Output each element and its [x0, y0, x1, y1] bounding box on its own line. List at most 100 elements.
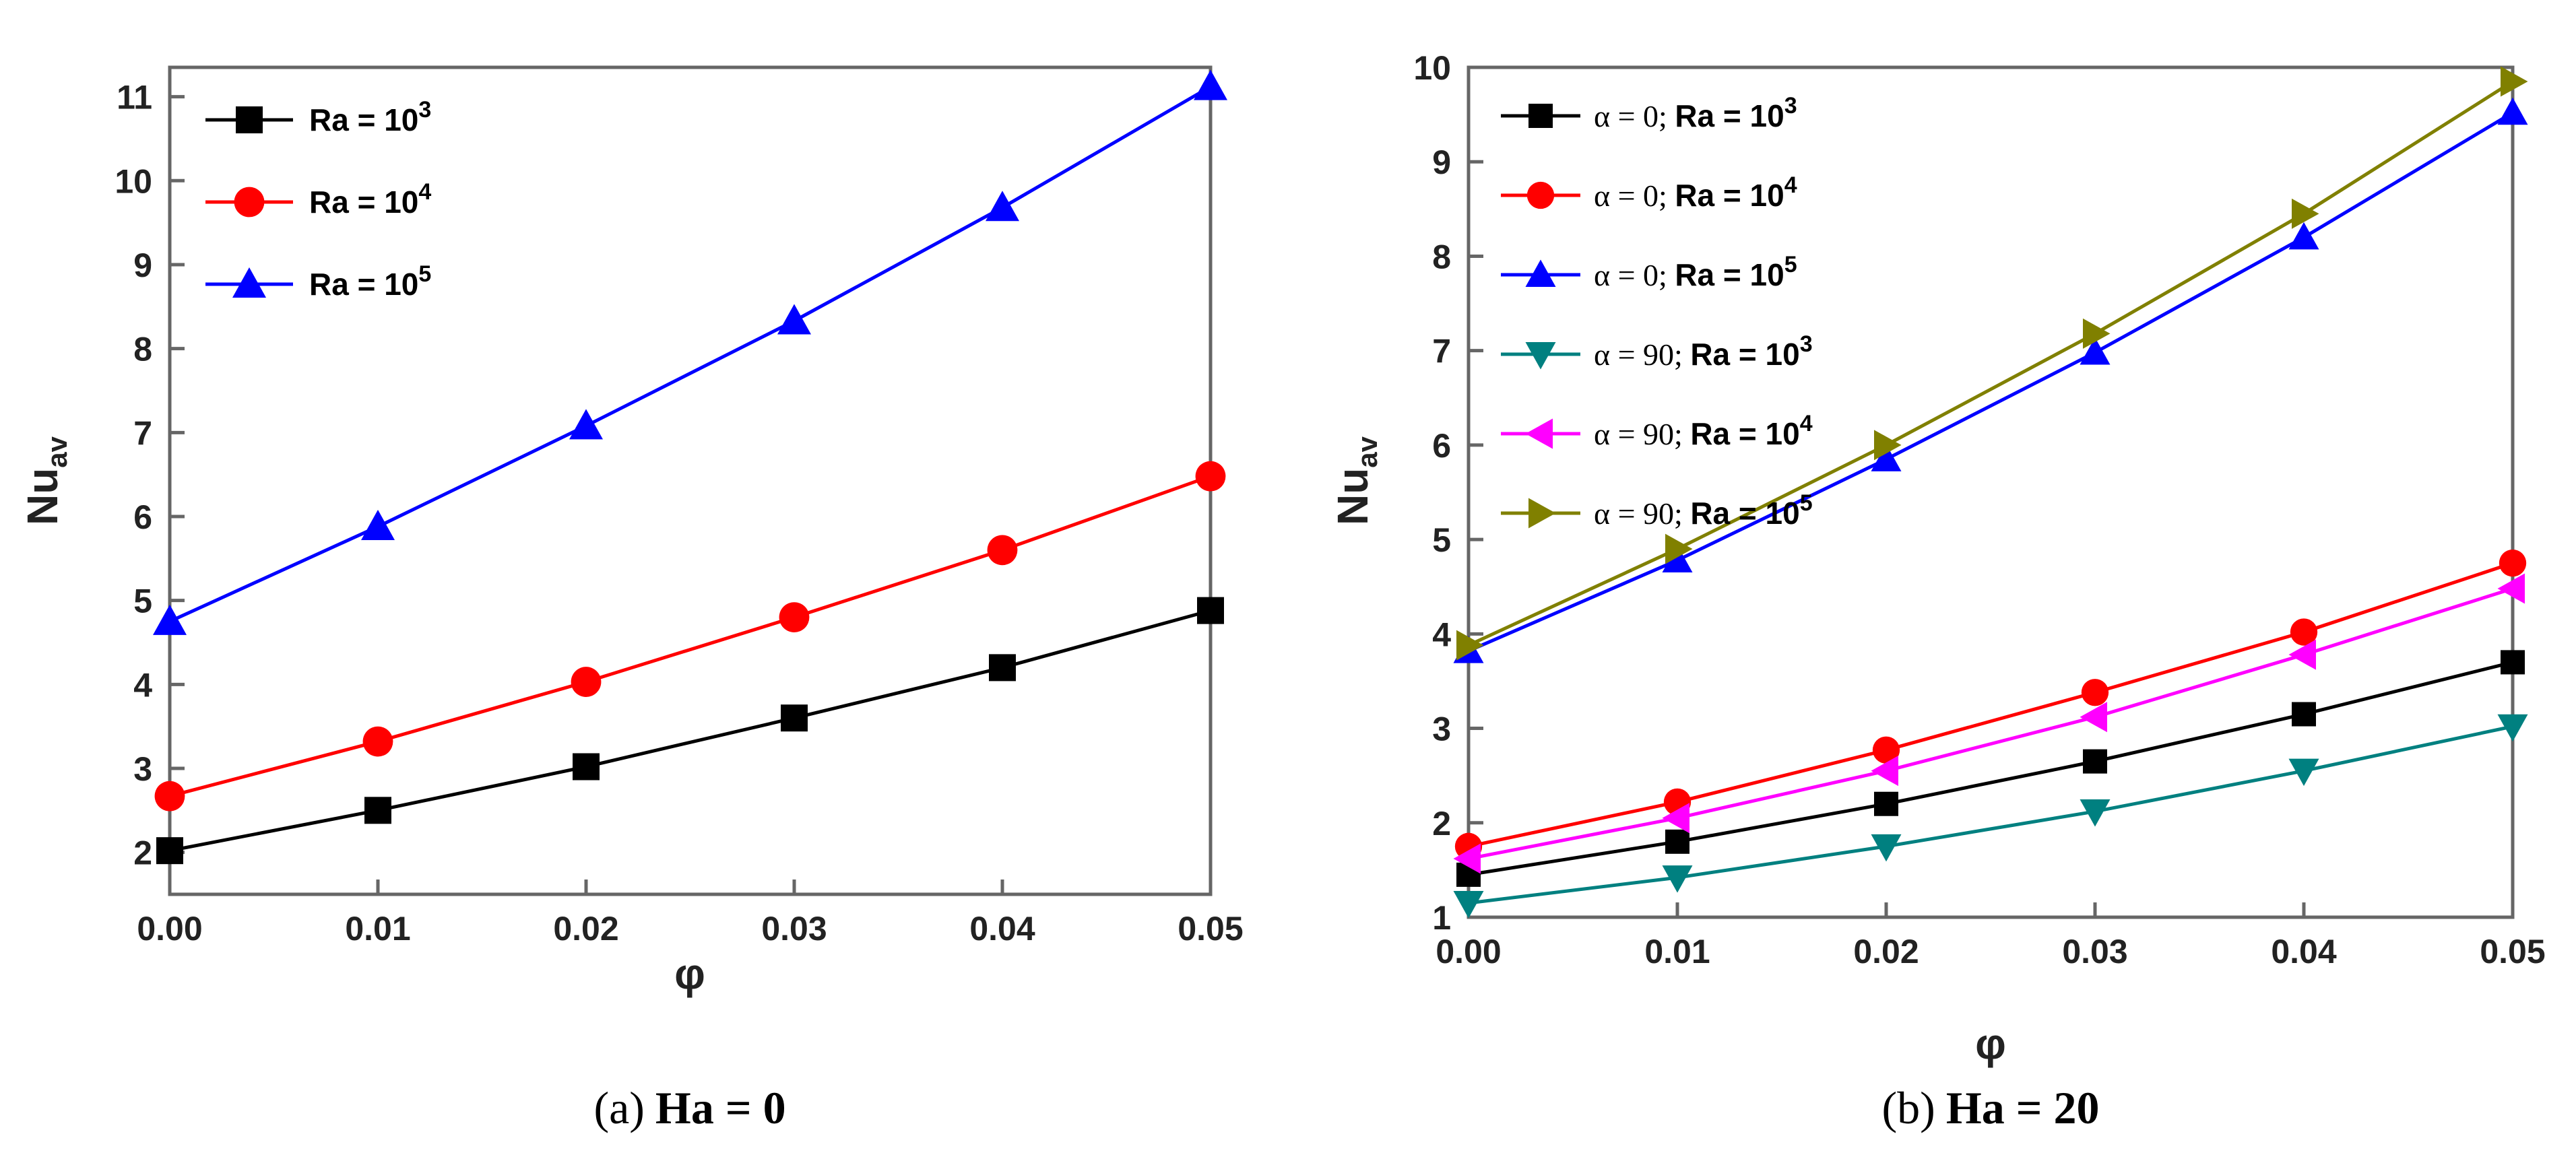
legend-exponent: 3 — [418, 97, 431, 123]
x-tick-label-b: 0.05 — [2480, 933, 2545, 970]
legend-alpha: α = 0; — [1594, 178, 1675, 213]
y-tick-label-b: 10 — [1413, 49, 1451, 87]
data-point-b-5 — [1453, 843, 1481, 874]
data-point-b-5 — [2497, 573, 2525, 604]
legend-marker — [234, 187, 265, 218]
legend-label: Ra = 104 — [309, 179, 431, 220]
legend-exponent: 5 — [1784, 252, 1797, 277]
data-point-a-2 — [779, 602, 810, 632]
legend-label: α = 0; Ra = 105 — [1594, 252, 1797, 292]
data-point-a-2 — [571, 667, 602, 697]
data-point-b-6 — [1665, 533, 1693, 564]
y-tick-label-b: 3 — [1432, 710, 1451, 748]
series-a-2 — [154, 461, 1226, 811]
legend-item-a-1: Ra = 103 — [205, 97, 431, 137]
data-point-b-6 — [1874, 430, 1902, 461]
legend-ra: Ra = 10 — [309, 185, 418, 220]
data-point-b-3 — [2080, 337, 2111, 365]
legend-exponent: 3 — [1784, 93, 1797, 119]
data-point-b-3 — [2288, 222, 2319, 250]
data-point-b-5 — [2288, 639, 2316, 670]
data-point-b-4 — [1662, 865, 1693, 893]
y-tick-label-a: 6 — [133, 498, 152, 536]
data-point-b-1 — [2501, 650, 2525, 675]
caption-a-id: (a) — [593, 1082, 644, 1133]
x-tick-label-a: 0.00 — [137, 910, 202, 948]
legend-marker — [232, 267, 266, 298]
x-tick-label-a: 0.01 — [345, 910, 410, 948]
legend-label: α = 90; Ra = 104 — [1594, 411, 1813, 451]
x-tick-label-a: 0.03 — [761, 910, 827, 948]
legend-label: Ra = 105 — [309, 261, 431, 302]
data-point-a-2 — [362, 726, 393, 757]
legend-exponent: 3 — [1800, 331, 1813, 357]
y-axis-label-b: Nuav — [1328, 436, 1383, 525]
data-point-a-3 — [153, 604, 187, 635]
data-point-a-2 — [154, 781, 185, 811]
data-point-b-3 — [2497, 97, 2528, 125]
series-line-b-1 — [1468, 660, 2513, 877]
legend-label: α = 0; Ra = 104 — [1594, 172, 1797, 213]
series-a-3 — [153, 69, 1227, 635]
x-tick-label-a: 0.02 — [553, 910, 618, 948]
data-point-b-1 — [2083, 749, 2107, 774]
series-line-b-2 — [1468, 561, 2513, 849]
y-axis-label-b-sub: av — [1351, 436, 1383, 467]
legend-item-b-4: α = 90; Ra = 103 — [1501, 331, 1813, 372]
legend-exponent: 5 — [1800, 490, 1813, 516]
legend-alpha: α = 90; — [1594, 337, 1690, 372]
y-tick-label-b: 8 — [1432, 238, 1451, 275]
series-group-b — [1453, 66, 2528, 919]
legend-marker — [1526, 181, 1555, 209]
y-axis-label-b-main: Nu — [1328, 468, 1377, 525]
legend-item-a-2: Ra = 104 — [205, 179, 431, 220]
x-axis-label-b: φ — [1975, 1020, 2006, 1068]
series-line-a-3 — [168, 85, 1212, 624]
data-point-a-3 — [986, 191, 1019, 222]
x-tick-label-b: 0.00 — [1436, 933, 1501, 970]
data-point-b-4 — [2497, 714, 2528, 742]
series-line-a-2 — [169, 474, 1211, 798]
y-tick-label-a: 9 — [133, 246, 152, 284]
data-point-a-2 — [1195, 461, 1226, 492]
legend-label: α = 90; Ra = 103 — [1594, 331, 1813, 372]
legend-exponent: 4 — [418, 179, 431, 205]
data-point-a-3 — [1194, 69, 1227, 100]
y-tick-label-b: 6 — [1432, 427, 1451, 465]
data-point-a-1 — [781, 704, 808, 732]
legend-ra: Ra = 10 — [309, 102, 418, 137]
data-point-a-3 — [569, 409, 603, 440]
series-b-1 — [1456, 650, 2525, 887]
series-group-a — [153, 69, 1227, 865]
legend-item-a-3: Ra = 105 — [205, 261, 431, 302]
y-tick-label-a: 8 — [133, 331, 152, 368]
data-point-b-2 — [1872, 736, 1900, 764]
x-tick-label-a: 0.05 — [1178, 910, 1243, 948]
legend-item-b-1: α = 0; Ra = 103 — [1501, 93, 1797, 133]
y-tick-label-a: 5 — [133, 583, 152, 620]
x-tick-label-b: 0.02 — [1853, 933, 1919, 970]
series-line-b-5 — [1468, 587, 2513, 861]
legend-ra: Ra = 10 — [1690, 337, 1799, 372]
y-tick-label-b: 1 — [1432, 899, 1451, 937]
legend-marker — [1525, 259, 1556, 287]
y-tick-label-b: 9 — [1432, 143, 1451, 181]
legend-marker — [1525, 418, 1553, 449]
series-b-4 — [1453, 714, 2528, 919]
y-tick-label-b: 4 — [1432, 616, 1451, 653]
data-point-b-1 — [1665, 829, 1689, 854]
axis-ticks-b: 0.00 0.01 0.02 0.03 0.04 0.05 1 2 3 4 5 6 7 8 9 10 — [1413, 49, 2545, 970]
y-tick-label-b: 5 — [1432, 521, 1451, 559]
caption-b: (b) Ha = 20 — [1882, 1082, 2100, 1133]
data-point-a-1 — [156, 837, 183, 865]
data-point-b-4 — [1871, 834, 1902, 862]
series-line-a-1 — [169, 609, 1211, 853]
legend-ra: Ra = 10 — [1690, 416, 1799, 451]
data-point-a-3 — [361, 509, 395, 540]
y-tick-label-a: 7 — [133, 414, 152, 452]
legend-marker — [1525, 342, 1556, 370]
series-b-6 — [1456, 66, 2528, 661]
caption-a: (a) Ha = 0 — [593, 1082, 785, 1133]
